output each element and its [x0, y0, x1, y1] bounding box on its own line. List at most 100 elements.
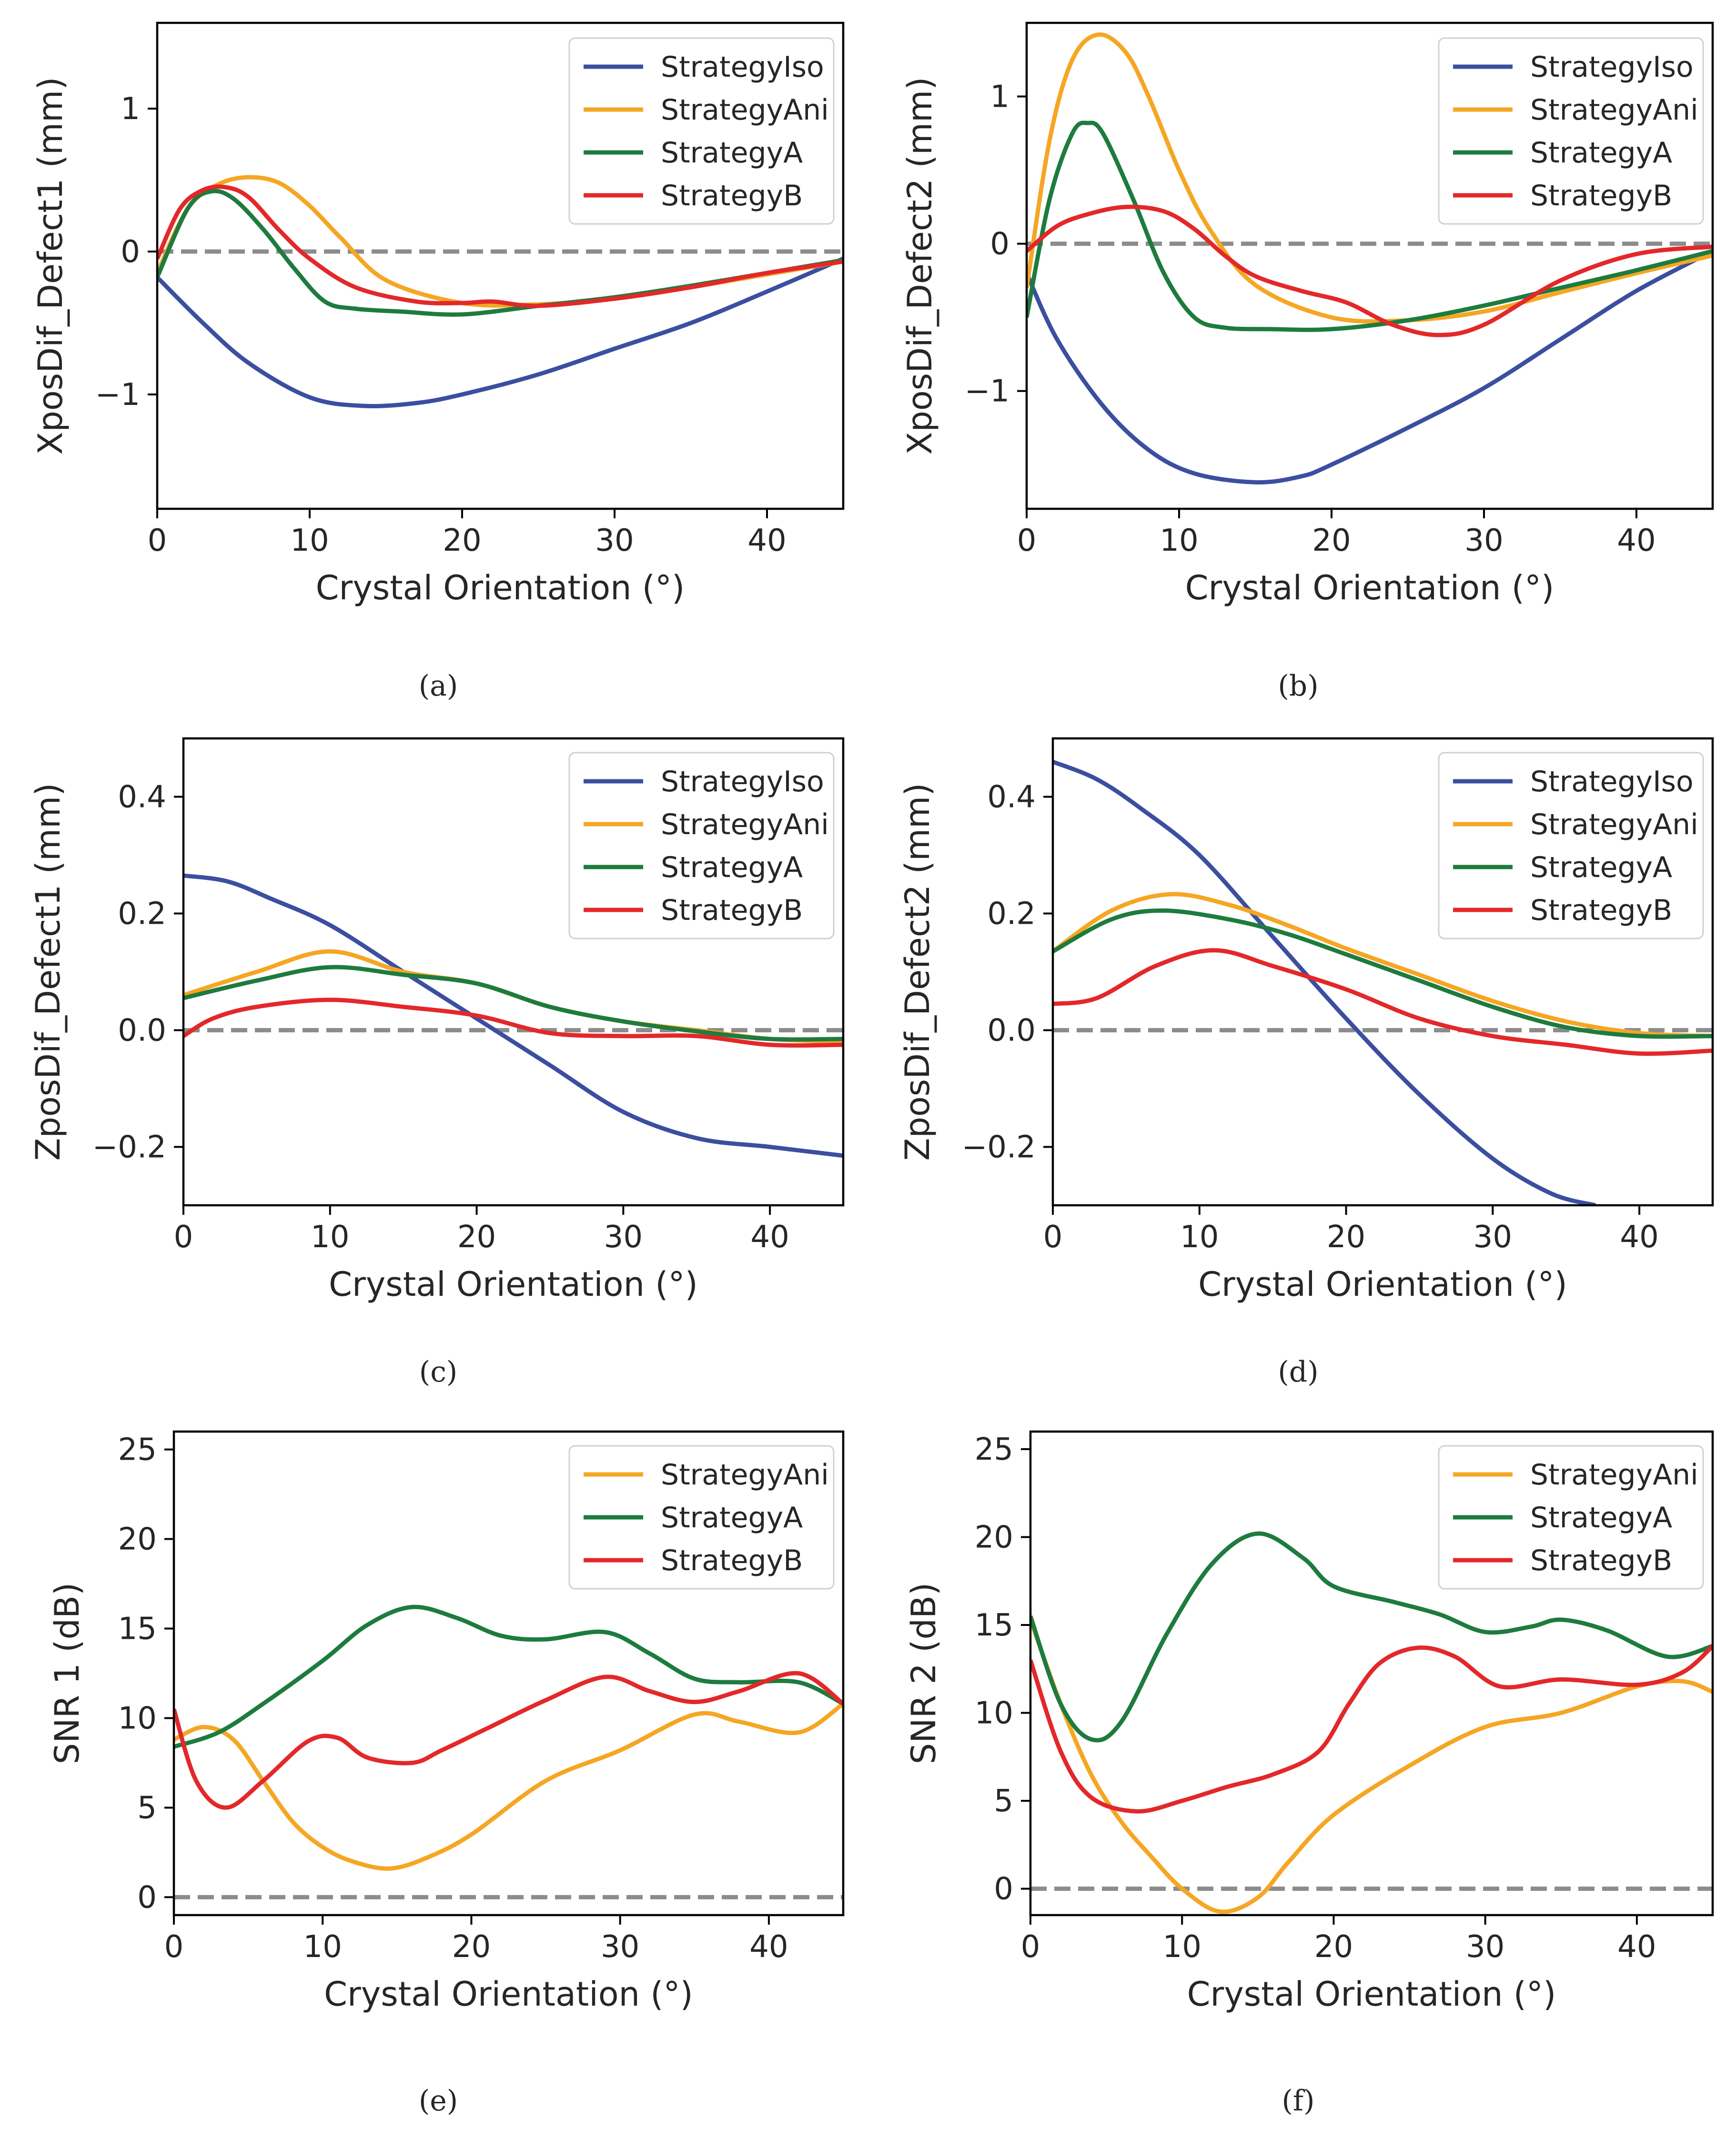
y-tick-label: 0.0	[987, 1013, 1036, 1049]
panel-caption: (b)	[1278, 669, 1318, 703]
y-tick-label: 0.0	[118, 1013, 166, 1049]
plot-frame	[1025, 21, 1714, 510]
series-line-StrategyIso	[157, 256, 843, 409]
legend-label: StrategyA	[661, 136, 803, 170]
y-tick-label: 1	[121, 91, 140, 127]
series-line-StrategyAni	[174, 1702, 843, 1871]
x-tick-label: 10	[1163, 1929, 1201, 1965]
panel-caption: (a)	[419, 669, 458, 703]
x-tick-label: 0	[1043, 1220, 1063, 1255]
x-tick-label: 0	[164, 1929, 184, 1965]
x-tick-label: 20	[1314, 1929, 1353, 1965]
x-tick-label: 30	[595, 523, 634, 558]
x-tick-label: 30	[1466, 1929, 1504, 1965]
legend-label: StrategyA	[1530, 136, 1672, 170]
x-tick-label: 40	[1620, 1220, 1658, 1255]
y-tick-label: 0.2	[118, 897, 166, 932]
y-tick-label: 0.4	[987, 780, 1036, 815]
series-line-StrategyIso	[1053, 759, 1596, 1205]
legend: StrategyAni StrategyA StrategyB	[1438, 1445, 1704, 1590]
legend-label: StrategyAni	[661, 808, 829, 841]
x-tick-label: 10	[290, 523, 329, 558]
x-tick-label: 0	[1017, 523, 1037, 558]
legend: StrategyIso StrategyAni StrategyA StrategyB	[1438, 37, 1704, 225]
x-axis-label: Crystal Orientation (°)	[1198, 1265, 1567, 1304]
legend-box	[1438, 37, 1704, 225]
legend-box	[568, 1445, 835, 1590]
x-tick-label: 30	[1474, 1220, 1512, 1255]
legend: StrategyIso StrategyAni StrategyA StrategyB	[568, 752, 835, 939]
y-tick-label: 0	[994, 1872, 1013, 1907]
legend: StrategyIso StrategyAni StrategyA StrategyB	[1438, 752, 1704, 939]
legend-label: StrategyA	[661, 1501, 803, 1534]
panel-caption: (c)	[419, 1355, 457, 1389]
x-axis-label: Crystal Orientation (°)	[316, 568, 685, 607]
x-tick-label: 40	[1617, 523, 1655, 558]
y-tick-label: 15	[975, 1608, 1013, 1643]
panel-caption: (e)	[419, 2084, 458, 2118]
y-tick-label: 20	[118, 1522, 157, 1557]
legend-label: StrategyA	[661, 851, 803, 884]
x-tick-label: 10	[303, 1929, 342, 1965]
y-axis-label: ZposDif_Defect1 (mm)	[29, 783, 68, 1160]
x-tick-label: 20	[1327, 1220, 1365, 1255]
x-axis-label: Crystal Orientation (°)	[1187, 1975, 1556, 2014]
series-group	[157, 175, 843, 409]
y-tick-label: 10	[975, 1696, 1013, 1731]
x-tick-label: 40	[750, 1220, 789, 1255]
series-group	[183, 873, 843, 1158]
legend-label: StrategyIso	[1530, 765, 1694, 798]
legend-label: StrategyIso	[1530, 50, 1694, 84]
chart-panel-e: 0 10 20 30 40 0 5 10 15 20 25 Crystal Orientation (…	[48, 1430, 845, 2118]
legend-label: StrategyB	[1530, 1544, 1672, 1577]
series-line-StrategyB	[157, 184, 843, 308]
series-group	[1053, 759, 1713, 1205]
series-line-StrategyA	[183, 965, 843, 1042]
plot-frame	[156, 21, 845, 510]
y-axis-label: XposDif_Defect2 (mm)	[900, 77, 939, 454]
x-tick-label: 30	[604, 1220, 643, 1255]
legend: StrategyIso StrategyAni StrategyA StrategyB	[568, 37, 835, 225]
x-axis-label: Crystal Orientation (°)	[1185, 568, 1554, 607]
x-tick-label: 30	[601, 1929, 639, 1965]
y-tick-label: 25	[118, 1433, 157, 1468]
chart-panel-f: 0 10 20 30 40 0 5 10 15 20 25 Crystal Orientation (…	[904, 1430, 1714, 2118]
y-tick-label: 15	[118, 1612, 157, 1647]
legend-label: StrategyA	[1530, 851, 1672, 884]
y-tick-label: 5	[137, 1790, 157, 1826]
x-tick-label: 30	[1464, 523, 1503, 558]
y-tick-label: 5	[994, 1784, 1013, 1819]
plot-frame	[1029, 1430, 1714, 1917]
legend-label: StrategyB	[1530, 179, 1672, 212]
series-line-StrategyA	[174, 1604, 843, 1749]
plot-frame	[172, 1430, 845, 1917]
x-tick-label: 40	[747, 523, 786, 558]
legend-label: StrategyAni	[1530, 93, 1698, 127]
y-axis-label: XposDif_Defect1 (mm)	[31, 77, 70, 454]
x-tick-label: 10	[1180, 1220, 1219, 1255]
legend-label: StrategyB	[661, 1544, 803, 1577]
series-line-StrategyAni	[1053, 892, 1713, 1039]
x-tick-label: 20	[457, 1220, 496, 1255]
series-line-StrategyB	[1027, 204, 1713, 337]
legend-label: StrategyIso	[661, 50, 824, 84]
legend-label: StrategyB	[661, 894, 803, 927]
y-tick-label: 25	[975, 1432, 1013, 1467]
y-tick-label: 20	[975, 1520, 1013, 1555]
legend-label: StrategyAni	[1530, 808, 1698, 841]
chart-panel-d: 0 10 20 30 40 −0.2 0.0 0.2 0.4 Crystal Orientatio…	[898, 737, 1714, 1389]
legend-box	[1438, 1445, 1704, 1590]
legend-box	[568, 752, 835, 939]
legend-box	[1438, 752, 1704, 939]
x-axis-label: Crystal Orientation (°)	[324, 1975, 693, 2014]
x-tick-label: 0	[1021, 1929, 1040, 1965]
y-tick-label: 10	[118, 1701, 157, 1736]
series-line-StrategyAni	[1027, 32, 1713, 324]
x-tick-label: 10	[1160, 523, 1198, 558]
legend-box	[568, 37, 835, 225]
chart-panel-a: 0 10 20 30 40 −1 0 1 Crystal Orientation (°) Xpos…	[31, 21, 845, 703]
series-line-StrategyB	[1030, 1644, 1713, 1814]
panel-caption: (f)	[1282, 2084, 1314, 2118]
x-tick-label: 20	[452, 1929, 491, 1965]
